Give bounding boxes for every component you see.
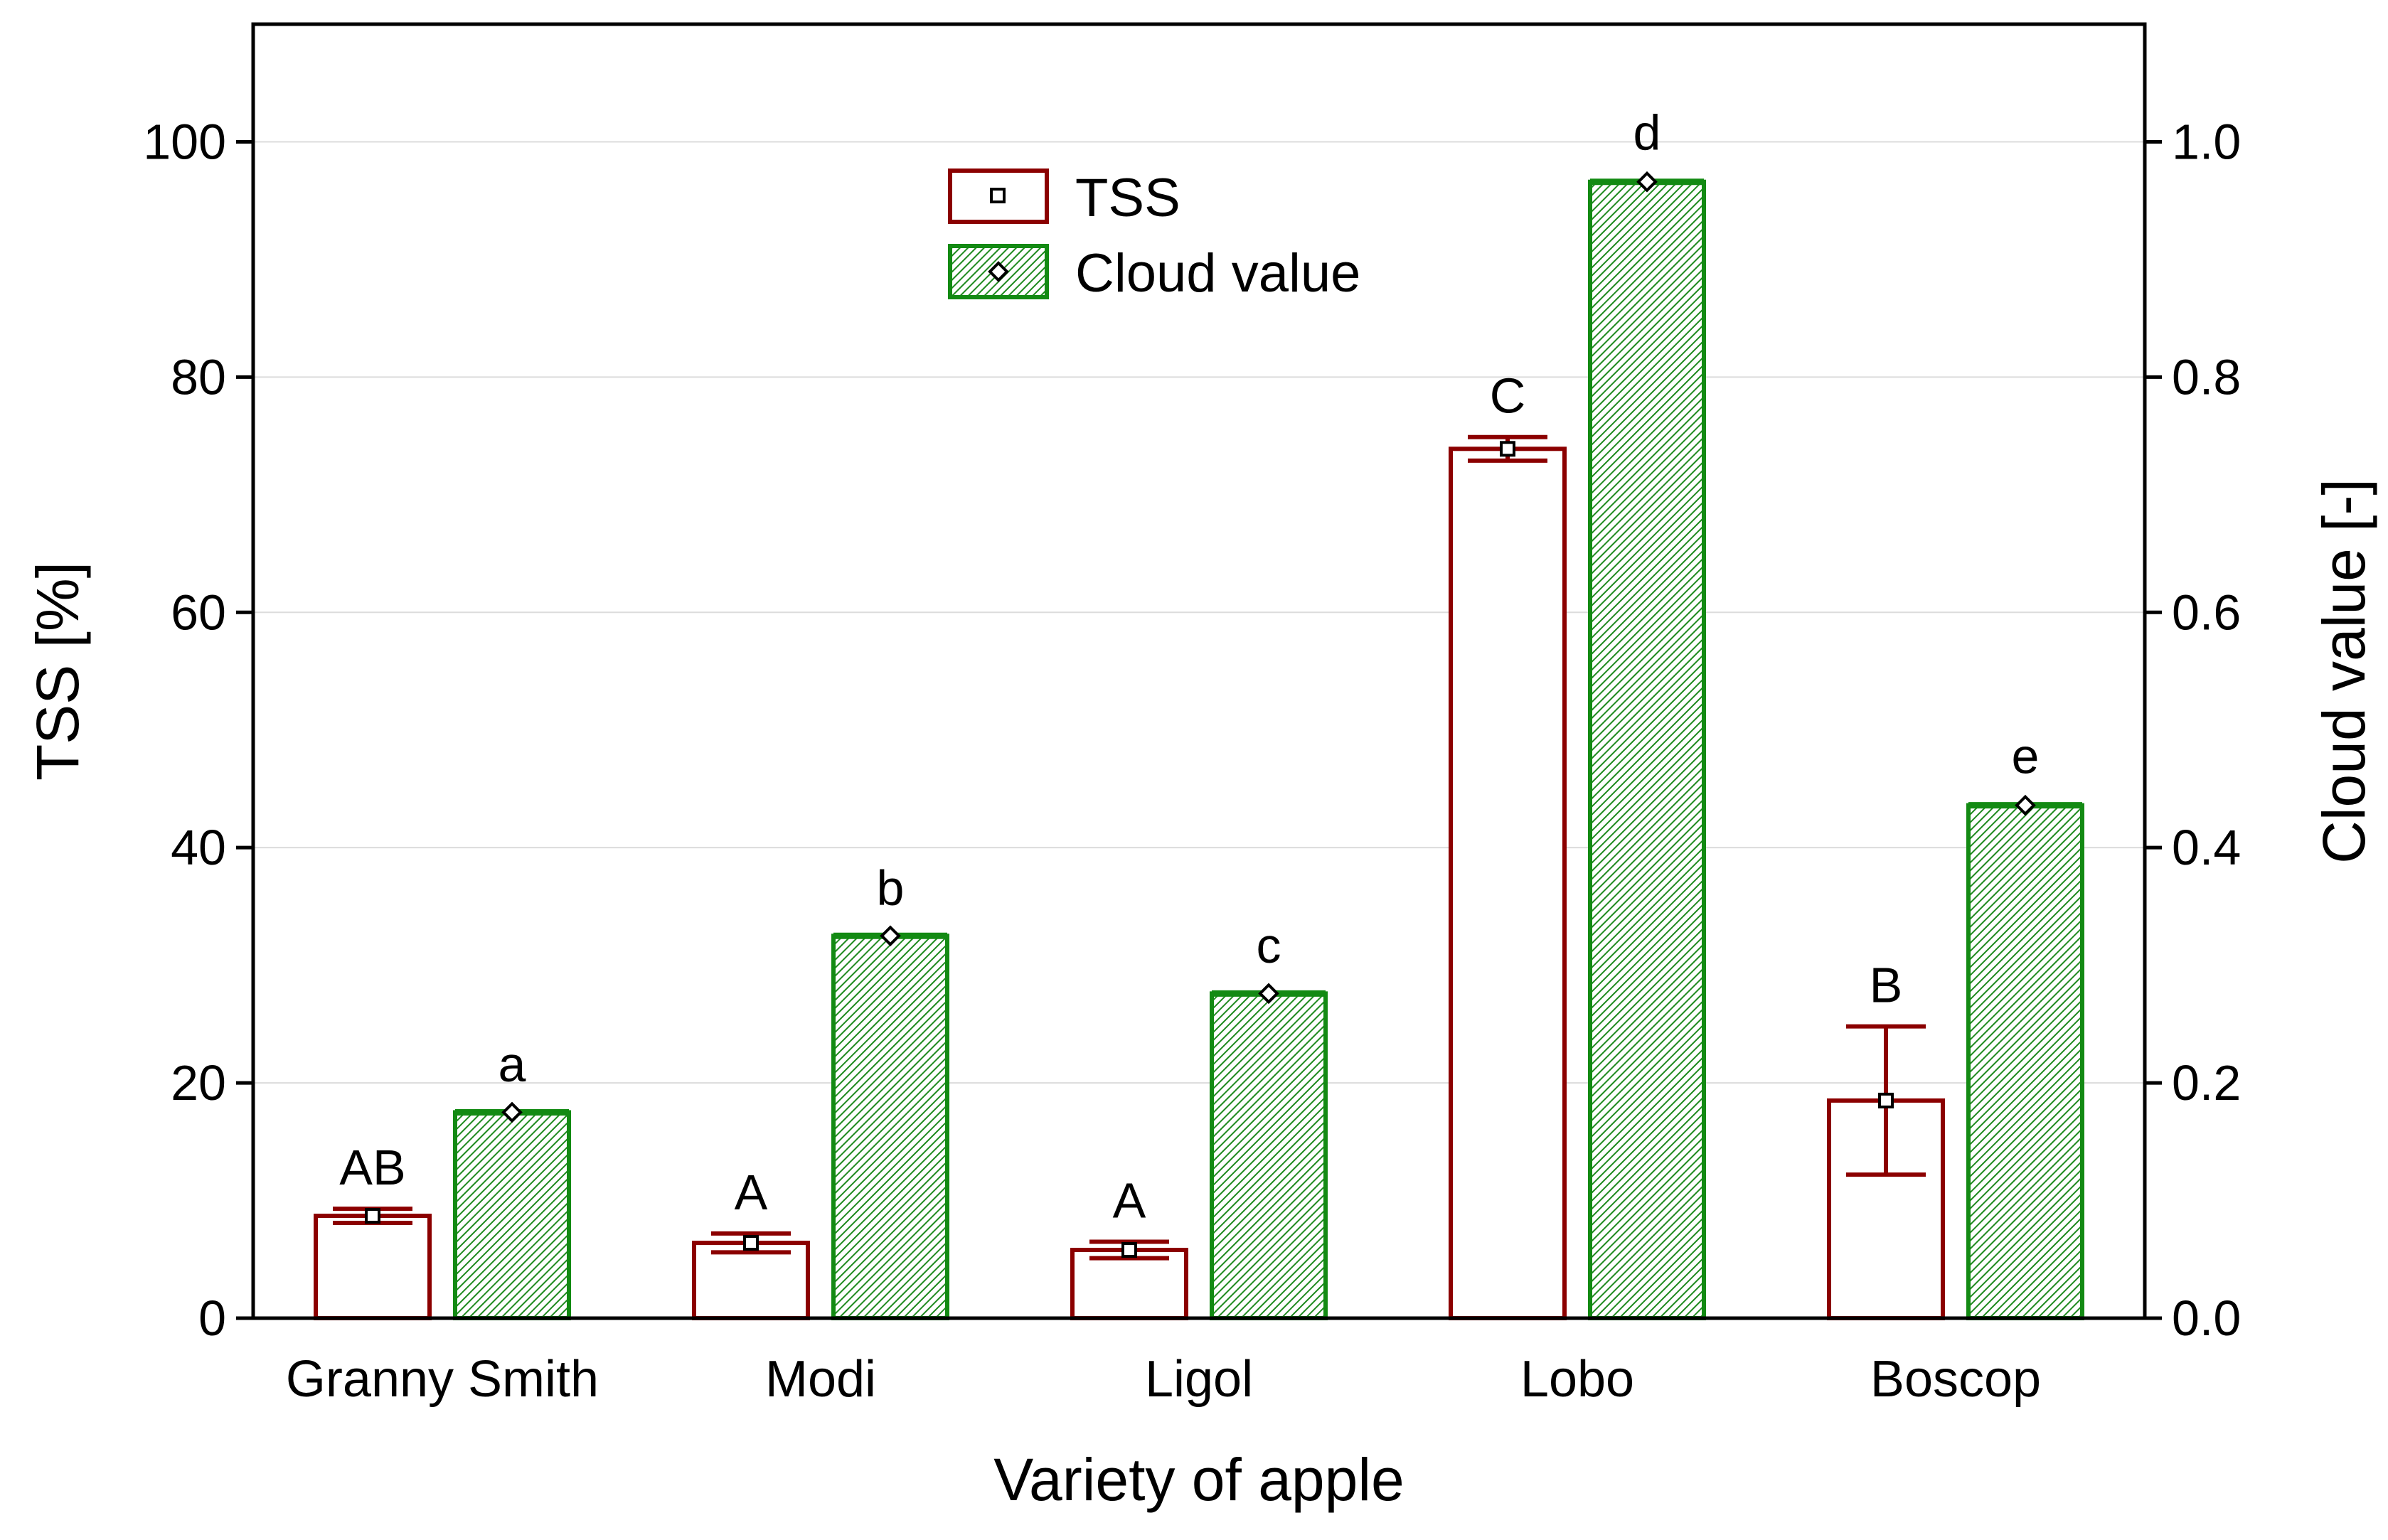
bar-cloud bbox=[453, 1110, 571, 1321]
point-tss bbox=[743, 1235, 759, 1251]
bar-cloud bbox=[831, 934, 949, 1320]
point-cloud bbox=[880, 925, 901, 947]
x-axis-title: Variety of apple bbox=[993, 1446, 1404, 1513]
x-tick-label: Lobo bbox=[1520, 1351, 1634, 1408]
letter-tss: AB bbox=[339, 1140, 405, 1195]
bars: AB a Ab Ac Cd Be bbox=[314, 105, 2084, 1321]
letter-cloud: c bbox=[1257, 918, 1281, 973]
legend-marker-cloud bbox=[988, 261, 1009, 282]
letter-tss: A bbox=[1113, 1172, 1146, 1228]
point-cloud bbox=[1636, 171, 1658, 193]
legend: TSS Cloud value bbox=[948, 168, 1360, 304]
x-tick-label: Modi bbox=[765, 1351, 876, 1408]
point-tss bbox=[1878, 1092, 1894, 1108]
y2-axis-title: Cloud value [-] bbox=[2310, 478, 2377, 864]
x-tick-label: Ligol bbox=[1145, 1351, 1253, 1408]
y-tick-label: 20 bbox=[171, 1055, 226, 1111]
y-tick-label: 100 bbox=[143, 114, 226, 169]
letter-cloud: a bbox=[499, 1037, 526, 1092]
axes bbox=[251, 22, 2147, 1320]
legend-label-cloud: Cloud value bbox=[1075, 243, 1360, 304]
x-tick-label: Granny Smith bbox=[286, 1351, 599, 1408]
letter-cloud: b bbox=[877, 860, 905, 916]
x-tick-label: Boscop bbox=[1870, 1351, 2041, 1408]
letter-cloud: d bbox=[1633, 105, 1661, 161]
letter-tss: C bbox=[1490, 368, 1526, 424]
y2-tick-label: 0.2 bbox=[2172, 1055, 2241, 1111]
y2-tick-label: 0.6 bbox=[2172, 584, 2241, 640]
letter-tss: B bbox=[1870, 958, 1903, 1013]
y-tick-label: 40 bbox=[171, 820, 226, 875]
bar-cloud bbox=[1210, 991, 1328, 1320]
bar-tss bbox=[1449, 447, 1567, 1320]
legend-label-tss: TSS bbox=[1075, 168, 1180, 228]
bar-cloud bbox=[1966, 803, 2084, 1320]
point-cloud bbox=[501, 1101, 523, 1123]
y2-tick-label: 0.8 bbox=[2172, 349, 2241, 405]
y2-tick-label: 1.0 bbox=[2172, 114, 2241, 169]
letter-cloud: e bbox=[2012, 729, 2040, 784]
point-tss bbox=[1121, 1242, 1137, 1258]
y2-tick-label: 0.0 bbox=[2172, 1290, 2241, 1346]
bar-tss bbox=[314, 1214, 432, 1321]
ticks: 0 20 40 60 80 100 0.0 0.2 0.4 0.6 0.8 1.0 Granny Smi… bbox=[143, 114, 2241, 1408]
point-cloud bbox=[2015, 794, 2036, 816]
y-tick-label: 0 bbox=[198, 1290, 226, 1346]
legend-marker-tss bbox=[990, 188, 1006, 203]
point-cloud bbox=[1258, 983, 1279, 1005]
grid-lines bbox=[253, 141, 2145, 1084]
bar-cloud bbox=[1588, 179, 1706, 1320]
y-tick-label: 60 bbox=[171, 584, 226, 640]
point-tss bbox=[365, 1208, 380, 1224]
y-tick-label: 80 bbox=[171, 349, 226, 405]
plot-frame bbox=[251, 22, 2147, 1320]
y-axis-title: TSS [%] bbox=[24, 562, 91, 781]
point-tss bbox=[1500, 441, 1515, 457]
letter-tss: A bbox=[735, 1165, 768, 1220]
y2-tick-label: 0.4 bbox=[2172, 820, 2241, 875]
